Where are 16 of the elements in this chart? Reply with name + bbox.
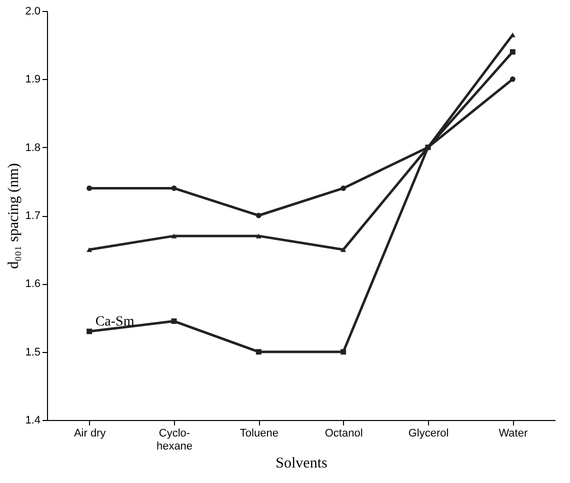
y-tick-label: 1.8 bbox=[25, 142, 40, 154]
y-axis-title: d₀₀₁ spacing (nm) bbox=[6, 163, 22, 269]
x-tick-label: Cyclo- hexane bbox=[156, 428, 193, 452]
x-tick-label: Glycerol bbox=[408, 428, 449, 440]
y-tick-label: 1.7 bbox=[25, 210, 40, 222]
y-tick-label: 1.6 bbox=[25, 278, 40, 290]
x-tick-label: Toluene bbox=[240, 428, 278, 440]
y-tick-label: 1.5 bbox=[25, 346, 40, 358]
y-tick-label: 1.4 bbox=[25, 414, 40, 426]
x-tick-label: Air dry bbox=[74, 428, 106, 440]
x-tick-label: Water bbox=[498, 428, 528, 440]
y-tick-label: 2.0 bbox=[25, 6, 40, 18]
x-tick-label: Octanol bbox=[324, 428, 363, 440]
series-label: Ca-Sm bbox=[95, 314, 134, 330]
x-axis-title: Solvents bbox=[276, 456, 328, 472]
y-tick-label: 1.9 bbox=[25, 74, 40, 86]
